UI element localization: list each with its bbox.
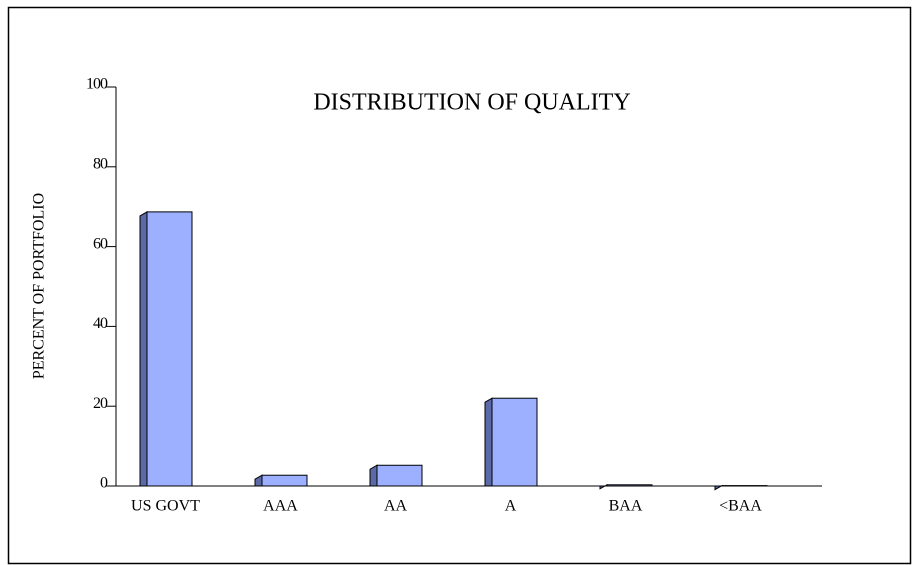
x-tick-label: <BAA — [719, 498, 762, 515]
bar — [261, 474, 308, 487]
bar-side — [484, 397, 493, 487]
x-tick-label: BAA — [609, 498, 643, 515]
bar — [606, 484, 653, 487]
x-tick-label: AAA — [263, 498, 298, 515]
y-tick-label: 40 — [93, 315, 108, 332]
y-tick-label: 0 — [100, 475, 108, 492]
bar-side — [369, 464, 378, 487]
bar — [376, 464, 423, 487]
x-tick-label: A — [505, 498, 517, 515]
x-tick-label: US GOVT — [131, 498, 200, 515]
bar-side — [139, 211, 148, 487]
bar — [146, 211, 193, 487]
y-tick-label: 80 — [93, 155, 108, 172]
y-tick-label: 20 — [93, 395, 108, 412]
x-tick-label: AA — [384, 498, 408, 515]
bar — [491, 397, 538, 487]
y-axis-label: PERCENT OF PORTFOLIO — [31, 193, 48, 379]
y-tick-label: 100 — [86, 76, 108, 93]
y-tick-label: 60 — [93, 235, 108, 252]
chart-title: DISTRIBUTION OF QUALITY — [313, 90, 630, 116]
